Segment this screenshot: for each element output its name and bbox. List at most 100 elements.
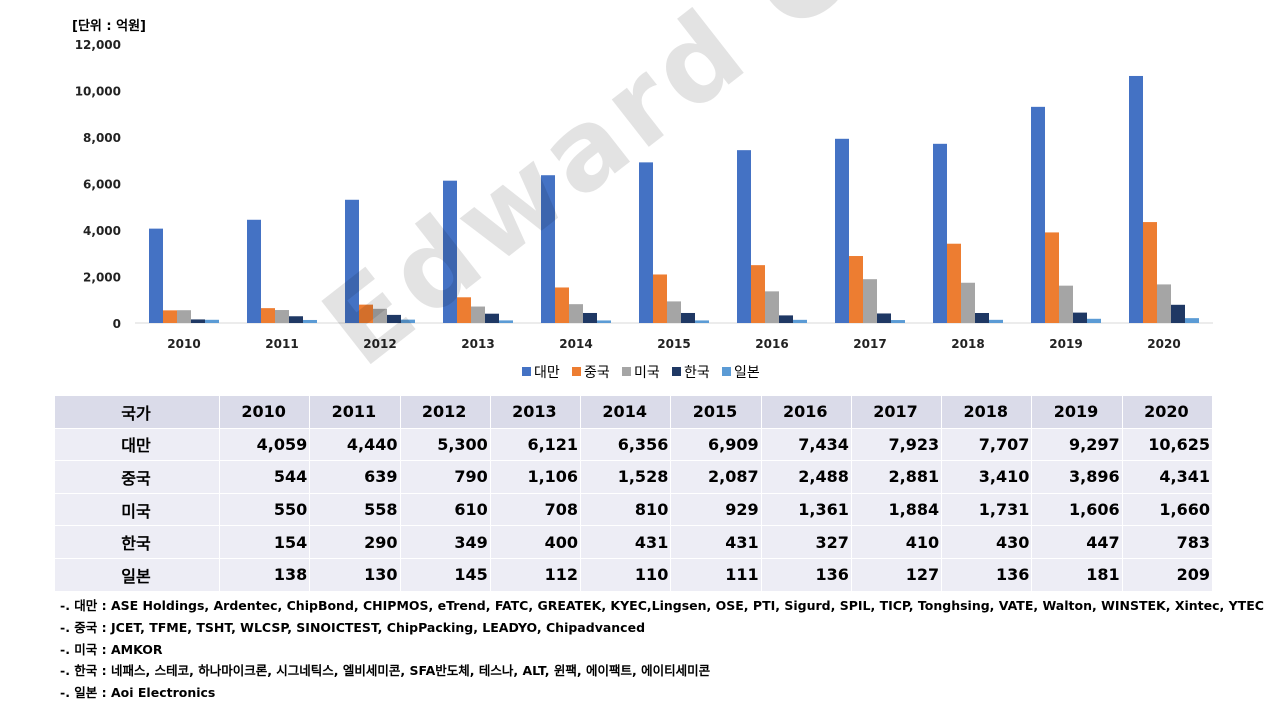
y-tick-label: 2,000	[83, 271, 121, 285]
table-row: 대만 4,059 4,440 5,300 6,121 6,356 6,909 7,434 7,9…	[54, 427, 1214, 462]
bar-중국-2010	[163, 310, 177, 323]
table-header-country: 국가	[54, 395, 220, 429]
y-tick-label: 10,000	[75, 85, 121, 99]
bar-한국-2020	[1171, 304, 1185, 323]
unit-label: [단위 : 억원]	[72, 18, 146, 34]
x-tick-label: 2016	[755, 337, 788, 351]
legend-swatch-한국	[672, 367, 681, 376]
legend-label: 중국	[584, 365, 610, 381]
table-cell-value: 290	[309, 525, 401, 559]
x-tick-label: 2017	[853, 337, 886, 351]
bar-중국-2014	[555, 287, 569, 323]
legend-swatch-일본	[722, 367, 731, 376]
table-row: 일본 138 130 145 112 110 111 136 127 136 181 209	[54, 557, 1214, 592]
table-header-year: 2010	[218, 395, 311, 429]
table-cell-value: 1,106	[489, 460, 582, 494]
table-header-year: 2012	[399, 395, 491, 429]
table-cell-value: 7,434	[760, 427, 852, 462]
table-cell-value: 181	[1031, 557, 1123, 592]
table-cell-value: 145	[399, 557, 491, 592]
table-cell-value: 1,660	[1121, 492, 1214, 527]
bar-한국-2016	[779, 315, 793, 323]
legend-label: 한국	[684, 365, 710, 381]
legend-label: 일본	[734, 365, 760, 381]
bar-일본-2016	[793, 319, 807, 323]
legend-label: 미국	[634, 365, 660, 381]
bar-일본-2011	[303, 319, 317, 323]
x-tick-label: 2013	[461, 337, 494, 351]
table-cell-value: 10,625	[1121, 427, 1214, 462]
legend-label: 대만	[534, 365, 560, 381]
table-cell-value: 1,606	[1031, 492, 1123, 527]
table-cell-value: 783	[1121, 525, 1214, 559]
legend-swatch-중국	[572, 367, 581, 376]
note-line: -. 미국 : AMKOR	[60, 641, 163, 657]
y-tick-label: 4,000	[83, 224, 121, 238]
table-cell-value: 558	[309, 492, 401, 527]
bar-중국-2017	[849, 256, 863, 323]
table-cell-value: 349	[399, 525, 491, 559]
bar-미국-2016	[765, 291, 779, 323]
bar-한국-2010	[191, 319, 205, 323]
table-cell-value: 447	[1031, 525, 1123, 559]
bar-중국-2012	[359, 304, 373, 323]
y-axis: 0 2,000 4,000 6,000 8,000 10,000 12,000	[75, 38, 121, 331]
table-cell-country: 미국	[54, 492, 220, 527]
table-cell-value: 810	[580, 492, 672, 527]
table-cell-value: 327	[760, 525, 852, 559]
table-cell-value: 410	[850, 525, 943, 559]
table-cell-value: 2,881	[850, 460, 943, 494]
bar-대만-2015	[639, 162, 653, 323]
bar-대만-2017	[835, 138, 849, 323]
bar-일본-2015	[695, 320, 709, 323]
table-header-year: 2011	[309, 395, 401, 429]
table-cell-value: 1,528	[580, 460, 672, 494]
table-cell-value: 3,410	[941, 460, 1033, 494]
table-header-year: 2019	[1031, 395, 1123, 429]
bar-미국-2011	[275, 310, 289, 323]
table-body: 대만 4,059 4,440 5,300 6,121 6,356 6,909 7,434 7,9…	[54, 427, 1214, 592]
table-cell-value: 2,488	[760, 460, 852, 494]
table-cell-value: 544	[218, 460, 311, 494]
bar-중국-2020	[1143, 222, 1157, 323]
bar-일본-2017	[891, 320, 905, 323]
x-tick-label: 2012	[363, 337, 396, 351]
table-cell-value: 400	[489, 525, 582, 559]
legend-swatch-미국	[622, 367, 631, 376]
bar-한국-2018	[975, 313, 989, 323]
table-cell-value: 639	[309, 460, 401, 494]
bar-일본-2014	[597, 320, 611, 323]
bar-한국-2017	[877, 313, 891, 323]
data-table: 국가 2010 2011 2012 2013 2014 2015 2016 2017 2018 20…	[54, 395, 1214, 592]
bar-대만-2020	[1129, 75, 1143, 323]
legend: 대만 중국 미국 한국 일본	[522, 365, 760, 381]
table-header-row: 국가 2010 2011 2012 2013 2014 2015 2016 2017 2018 20…	[54, 395, 1214, 429]
table-cell-value: 1,361	[760, 492, 852, 527]
bar-일본-2010	[205, 319, 219, 323]
note-line: -. 한국 : 네패스, 스테코, 하나마이크론, 시그네틱스, 엘비세미콘, …	[60, 663, 711, 679]
table-header-year: 2017	[850, 395, 943, 429]
table-cell-value: 9,297	[1031, 427, 1123, 462]
table-header-year: 2020	[1121, 395, 1214, 429]
company-notes: -. 대만 : ASE Holdings, Ardentec, ChipBond…	[60, 595, 1264, 704]
note-line: -. 일본 : Aoi Electronics	[60, 685, 216, 701]
y-tick-label: 12,000	[75, 38, 121, 52]
bar-대만-2019	[1031, 106, 1045, 323]
table-cell-value: 6,909	[670, 427, 762, 462]
bar-미국-2010	[177, 310, 191, 323]
table-cell-value: 550	[218, 492, 311, 527]
bar-미국-2017	[863, 279, 877, 323]
table-cell-value: 1,731	[941, 492, 1033, 527]
bar-중국-2013	[457, 297, 471, 323]
bar-미국-2020	[1157, 284, 1171, 323]
bar-대만-2016	[737, 150, 751, 323]
bar-한국-2012	[387, 314, 401, 323]
x-tick-label: 2010	[167, 337, 200, 351]
table-cell-value: 610	[399, 492, 491, 527]
table-row: 중국 544 639 790 1,106 1,528 2,087 2,488 2,881 3,41…	[54, 460, 1214, 494]
table-cell-value: 4,341	[1121, 460, 1214, 494]
table-cell-country: 일본	[54, 557, 220, 592]
bar-한국-2015	[681, 312, 695, 323]
table-cell-value: 929	[670, 492, 762, 527]
table-cell-value: 1,884	[850, 492, 943, 527]
